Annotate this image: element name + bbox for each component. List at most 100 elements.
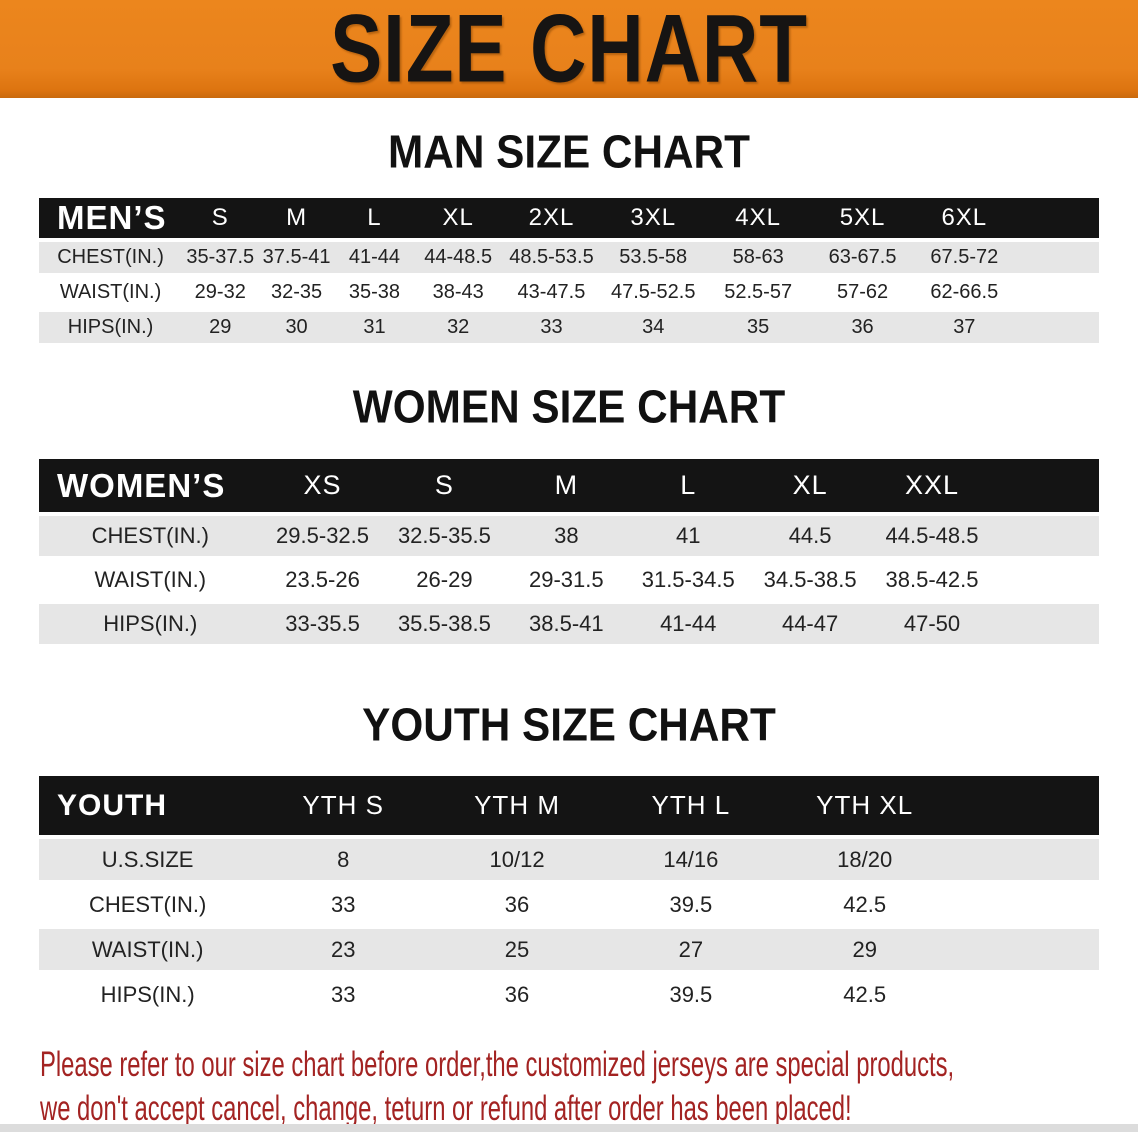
size-value: 32 xyxy=(414,312,503,343)
size-value: 43-47.5 xyxy=(502,277,601,308)
order-disclaimer: Please refer to our size chart before or… xyxy=(40,1043,1138,1131)
row-spacer xyxy=(1014,277,1099,308)
column-header: S xyxy=(182,198,259,238)
men-size-table: MEN’S S M L XL 2XL 3XL 4XL 5XL 6XL CHEST(IN.) 35-37… xyxy=(39,194,1099,347)
size-value: 31 xyxy=(334,312,415,343)
header-spacer xyxy=(992,459,1099,512)
row-label: CHEST(IN.) xyxy=(39,242,183,273)
youth-size-section: YOUTH SIZE CHART YOUTH YTH S YTH M YTH L YTH… xyxy=(0,701,1138,1019)
row-label: WAIST(IN.) xyxy=(39,277,183,308)
column-header: 5XL xyxy=(810,198,915,238)
size-value: 25 xyxy=(430,929,604,970)
size-value: 8 xyxy=(256,839,431,880)
size-value: 44-47 xyxy=(749,604,872,644)
size-value: 57-62 xyxy=(810,277,915,308)
size-value: 67.5-72 xyxy=(914,242,1015,273)
row-label: HIPS(IN.) xyxy=(39,974,257,1015)
size-value: 10/12 xyxy=(430,839,604,880)
table-row: WAIST(IN.) 29-32 32-35 35-38 38-43 43-47.5 47.… xyxy=(39,277,1099,308)
size-value: 41-44 xyxy=(334,242,415,273)
size-value: 26-29 xyxy=(383,560,506,600)
size-value: 44.5 xyxy=(749,516,872,556)
disclaimer-line-2: we don't accept cancel, change, teturn o… xyxy=(40,1089,852,1128)
size-value: 35 xyxy=(705,312,811,343)
size-chart-banner: SIZE CHART xyxy=(0,0,1138,98)
size-value: 52.5-57 xyxy=(705,277,811,308)
column-header: YTH M xyxy=(430,776,604,835)
column-header: 6XL xyxy=(914,198,1015,238)
youth-size-table: YOUTH YTH S YTH M YTH L YTH XL U.S.SIZE 8 10/12… xyxy=(39,772,1099,1019)
table-title: MEN’S xyxy=(39,198,183,238)
row-spacer xyxy=(1014,242,1099,273)
row-spacer xyxy=(992,560,1099,600)
size-value: 18/20 xyxy=(777,839,952,880)
row-spacer xyxy=(992,516,1099,556)
bottom-edge-strip xyxy=(0,1124,1138,1132)
size-value: 37 xyxy=(914,312,1015,343)
size-value: 58-63 xyxy=(705,242,811,273)
size-value: 53.5-58 xyxy=(600,242,706,273)
column-header: L xyxy=(627,459,750,512)
column-header: 2XL xyxy=(502,198,601,238)
header-row: MEN’S S M L XL 2XL 3XL 4XL 5XL 6XL xyxy=(39,198,1099,238)
size-value: 35-38 xyxy=(334,277,415,308)
row-label: CHEST(IN.) xyxy=(39,884,257,925)
table-row: HIPS(IN.) 33-35.5 35.5-38.5 38.5-41 41-44 44-… xyxy=(39,604,1099,644)
size-value: 33 xyxy=(502,312,601,343)
size-value: 31.5-34.5 xyxy=(627,560,750,600)
size-value: 41-44 xyxy=(627,604,750,644)
size-value: 38.5-42.5 xyxy=(871,560,993,600)
table-row: CHEST(IN.) 35-37.5 37.5-41 41-44 44-48.5 48.5… xyxy=(39,242,1099,273)
table-row: WAIST(IN.) 23.5-26 26-29 29-31.5 31.5-34.5 34… xyxy=(39,560,1099,600)
size-value: 39.5 xyxy=(603,974,778,1015)
header-row: YOUTH YTH S YTH M YTH L YTH XL xyxy=(39,776,1099,835)
column-header: XXL xyxy=(871,459,993,512)
header-spacer xyxy=(951,776,1099,835)
women-size-table: WOMEN’S XS S M L XL XXL CHEST(IN.) 29.5-32.5 32.5… xyxy=(39,455,1099,648)
size-value: 32-35 xyxy=(258,277,335,308)
men-size-section: MAN SIZE CHART MEN’S S M L XL 2XL 3XL 4XL 5XL 6XL… xyxy=(0,124,1138,347)
row-label: HIPS(IN.) xyxy=(39,604,262,644)
size-value: 35.5-38.5 xyxy=(383,604,506,644)
size-value: 62-66.5 xyxy=(914,277,1015,308)
table-row: U.S.SIZE 8 10/12 14/16 18/20 xyxy=(39,839,1099,880)
size-value: 38 xyxy=(505,516,628,556)
row-spacer xyxy=(951,974,1099,1015)
column-header: YTH XL xyxy=(777,776,952,835)
row-label: HIPS(IN.) xyxy=(39,312,183,343)
size-value: 36 xyxy=(430,974,604,1015)
size-value: 29.5-32.5 xyxy=(261,516,384,556)
size-value: 42.5 xyxy=(777,884,952,925)
size-value: 23.5-26 xyxy=(261,560,384,600)
row-spacer xyxy=(951,929,1099,970)
table-row: HIPS(IN.) 29 30 31 32 33 34 35 36 37 xyxy=(39,312,1099,343)
size-value: 47.5-52.5 xyxy=(600,277,706,308)
size-value: 39.5 xyxy=(603,884,778,925)
size-charts: MAN SIZE CHART MEN’S S M L XL 2XL 3XL 4XL 5XL 6XL… xyxy=(0,124,1138,1019)
row-spacer xyxy=(951,839,1099,880)
column-header: 3XL xyxy=(600,198,706,238)
size-value: 36 xyxy=(810,312,915,343)
size-value: 29-31.5 xyxy=(505,560,628,600)
size-value: 38-43 xyxy=(414,277,503,308)
women-size-section: WOMEN SIZE CHART WOMEN’S XS S M L XL XXL CHEST(… xyxy=(0,383,1138,648)
men-section-heading: MAN SIZE CHART xyxy=(388,124,750,178)
size-value: 41 xyxy=(627,516,750,556)
size-value: 35-37.5 xyxy=(182,242,259,273)
size-value: 63-67.5 xyxy=(810,242,915,273)
table-row: CHEST(IN.) 33 36 39.5 42.5 xyxy=(39,884,1099,925)
size-value: 44.5-48.5 xyxy=(871,516,993,556)
column-header: YTH S xyxy=(256,776,431,835)
column-header: M xyxy=(258,198,335,238)
header-spacer xyxy=(1014,198,1099,238)
size-value: 29-32 xyxy=(182,277,259,308)
size-value: 38.5-41 xyxy=(505,604,628,644)
column-header: XL xyxy=(749,459,872,512)
column-header: YTH L xyxy=(603,776,778,835)
row-label: U.S.SIZE xyxy=(39,839,257,880)
size-value: 34 xyxy=(600,312,706,343)
size-value: 29 xyxy=(182,312,259,343)
size-value: 27 xyxy=(603,929,778,970)
size-value: 14/16 xyxy=(603,839,778,880)
size-value: 23 xyxy=(256,929,431,970)
